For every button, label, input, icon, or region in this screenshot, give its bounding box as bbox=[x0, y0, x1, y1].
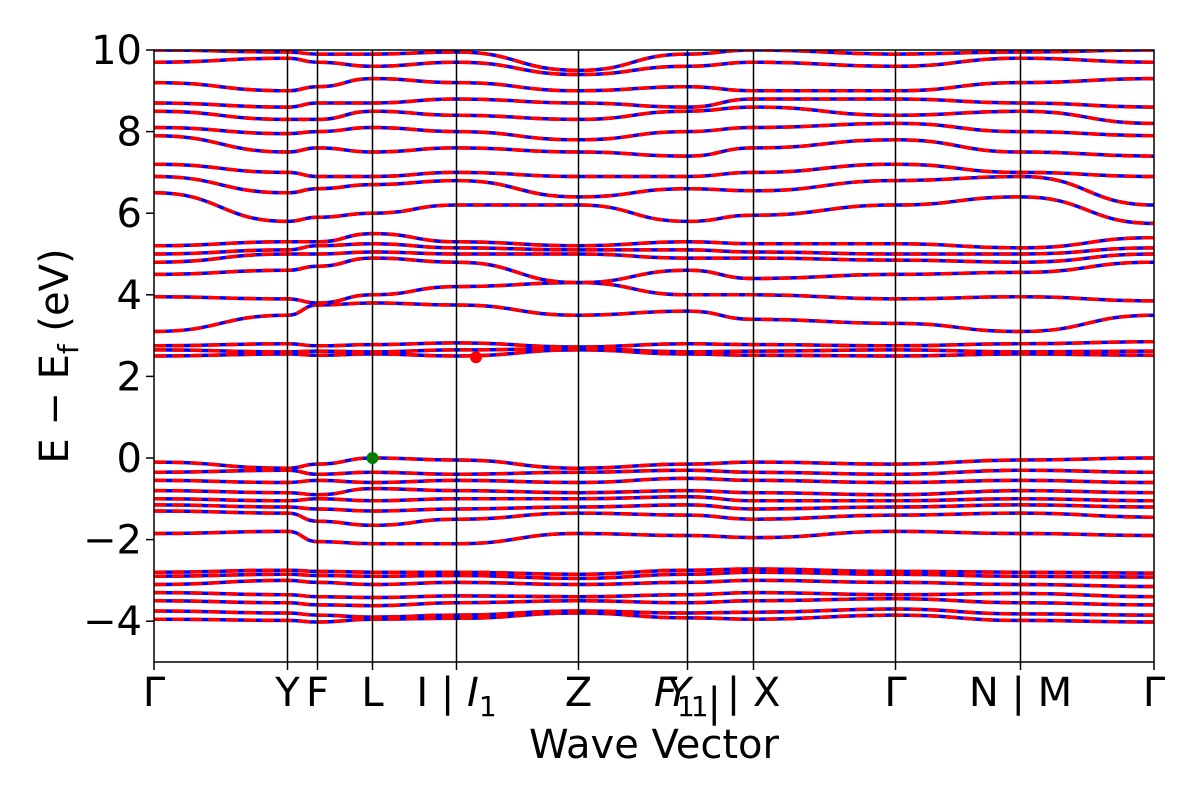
band-spin-down-22 bbox=[154, 242, 1154, 256]
band-spin-down-4 bbox=[154, 578, 1154, 589]
band-spin-down-32 bbox=[154, 56, 1154, 77]
kpoint-label-7: Y1 bbox=[666, 670, 708, 723]
band-spin-down-17 bbox=[154, 339, 1154, 349]
kpoint-label-10: N | M bbox=[969, 670, 1072, 716]
band-spin-down-27 bbox=[154, 133, 1154, 158]
band-spin-down-11 bbox=[154, 486, 1154, 497]
y-axis-label: E − Ef (eV) bbox=[32, 248, 85, 463]
ytick-label-5: 0 bbox=[117, 436, 142, 482]
ytick-label-7: −4 bbox=[83, 599, 142, 645]
band-spin-down-33 bbox=[154, 50, 1154, 73]
extremum-markers bbox=[366, 351, 482, 464]
marker-vbm bbox=[366, 452, 379, 464]
kpoint-label-11: Γ bbox=[1143, 670, 1166, 716]
ytick-label-4: 2 bbox=[117, 354, 142, 400]
band-spin-down-2 bbox=[154, 597, 1154, 608]
band-spin-down-24 bbox=[154, 191, 1154, 226]
band-spin-down-5 bbox=[154, 570, 1154, 581]
band-spin-down-7 bbox=[154, 529, 1154, 546]
band-spin-down-6 bbox=[154, 567, 1154, 577]
band-spin-down-8 bbox=[154, 509, 1154, 528]
kpoint-label-4: I | I1 bbox=[416, 670, 496, 723]
band-spin-down-20 bbox=[154, 256, 1154, 285]
kpoint-label-1: Y bbox=[274, 670, 300, 716]
marker-cbm bbox=[470, 351, 482, 364]
kpoint-lines bbox=[286, 50, 1022, 662]
kpoint-label-3: L bbox=[361, 670, 384, 716]
band-spin-down-1 bbox=[154, 607, 1154, 619]
band-spin-down-12 bbox=[154, 476, 1154, 485]
band-spin-down-14 bbox=[154, 456, 1154, 470]
band-spin-down-31 bbox=[154, 76, 1154, 93]
ytick-label-0: 10 bbox=[91, 28, 142, 74]
band-spin-down-21 bbox=[154, 250, 1154, 264]
band-spin-down-9 bbox=[154, 503, 1154, 513]
kpoint-label-0: Γ bbox=[143, 670, 166, 716]
ytick-label-2: 6 bbox=[117, 191, 142, 237]
x-axis-label: Wave Vector bbox=[529, 722, 780, 768]
band-spin-down-29 bbox=[154, 105, 1154, 126]
kpoint-label-6: F1 | bbox=[654, 670, 721, 726]
band-spin-down-23 bbox=[154, 231, 1154, 250]
band-spin-down-3 bbox=[154, 590, 1154, 600]
plot-frame bbox=[153, 49, 1155, 663]
band-spin-down-19 bbox=[154, 280, 1154, 305]
band-spin-down-30 bbox=[154, 97, 1154, 109]
band-spin-down-13 bbox=[154, 468, 1154, 477]
band-spin-down-28 bbox=[154, 121, 1154, 142]
ytick-label-1: 8 bbox=[117, 110, 142, 156]
kpoint-label-8: | X bbox=[727, 670, 781, 716]
band-spin-down-25 bbox=[154, 174, 1154, 207]
kpoint-label-9: Γ bbox=[884, 670, 907, 716]
band-spin-down-26 bbox=[154, 162, 1154, 179]
band-spin-down-0 bbox=[154, 611, 1154, 624]
band-spin-down-15 bbox=[154, 348, 1154, 358]
ytick-label-3: 4 bbox=[117, 273, 142, 319]
kpoint-label-5: Z bbox=[565, 670, 592, 716]
band-spin-down-10 bbox=[154, 495, 1154, 503]
kpoint-label-2: F bbox=[306, 670, 329, 716]
band-spin-down-16 bbox=[154, 346, 1154, 354]
ytick-label-6: −2 bbox=[83, 518, 142, 564]
y-ticks: 10 8 6 4 2 0 −2 −4 bbox=[83, 28, 154, 645]
bands-layer bbox=[154, 50, 1154, 624]
band-spin-down-18 bbox=[154, 301, 1154, 334]
